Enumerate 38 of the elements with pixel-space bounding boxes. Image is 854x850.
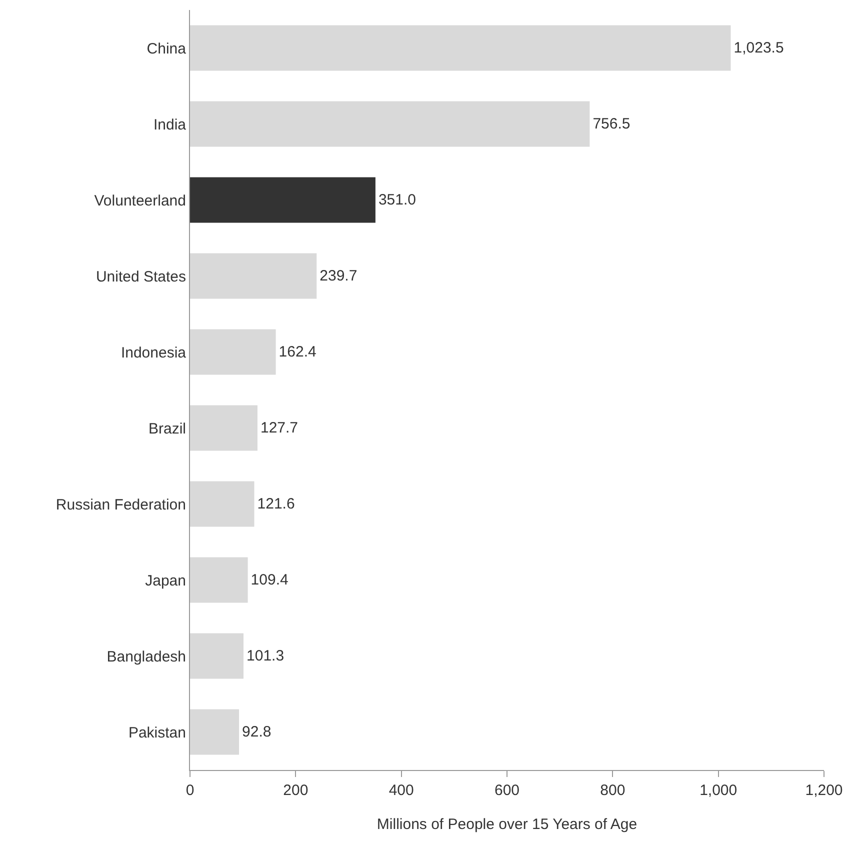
- data-label: 162.4: [278, 344, 316, 360]
- x-tick-label: 800: [600, 782, 626, 799]
- y-tick-label: Bangladesh: [106, 648, 186, 666]
- data-label: 121.6: [257, 496, 295, 512]
- bar: [190, 405, 258, 451]
- x-tick-label: 0: [186, 782, 194, 799]
- data-label: 1,023.5: [734, 40, 784, 56]
- data-label: 127.7: [260, 420, 298, 436]
- y-tick-label: China: [146, 40, 187, 58]
- y-tick-label: Indonesia: [120, 344, 187, 362]
- bar: [190, 101, 590, 147]
- x-tick-label: 600: [494, 782, 520, 799]
- y-tick-label: Russian Federation: [56, 496, 186, 514]
- bar: [190, 709, 240, 755]
- bar: [190, 633, 244, 679]
- bar: [190, 557, 248, 603]
- bar: [190, 481, 254, 527]
- bar: [190, 25, 731, 71]
- data-label: 109.4: [250, 572, 288, 588]
- bar: [190, 177, 376, 223]
- y-tick-label: India: [153, 116, 187, 134]
- data-label: 92.8: [242, 724, 272, 740]
- y-tick-label: United States: [96, 268, 186, 286]
- bar: [190, 253, 317, 299]
- data-label: 239.7: [320, 268, 358, 284]
- x-tick-label: 1,000: [700, 782, 738, 799]
- y-tick-label: Pakistan: [128, 724, 186, 742]
- x-tick-label: 400: [388, 782, 414, 799]
- x-axis-title: Millions of People over 15 Years of Age: [376, 816, 638, 833]
- x-tick-label: 200: [283, 782, 308, 799]
- y-tick-label: Japan: [145, 572, 186, 590]
- data-label: 101.3: [246, 648, 284, 664]
- y-tick-label: Volunteerland: [94, 192, 186, 210]
- x-tick-label: 1,200: [805, 782, 843, 799]
- bar: [190, 329, 276, 375]
- data-label: 351.0: [378, 192, 416, 208]
- data-label: 756.5: [592, 116, 630, 132]
- y-tick-label: Brazil: [148, 420, 186, 438]
